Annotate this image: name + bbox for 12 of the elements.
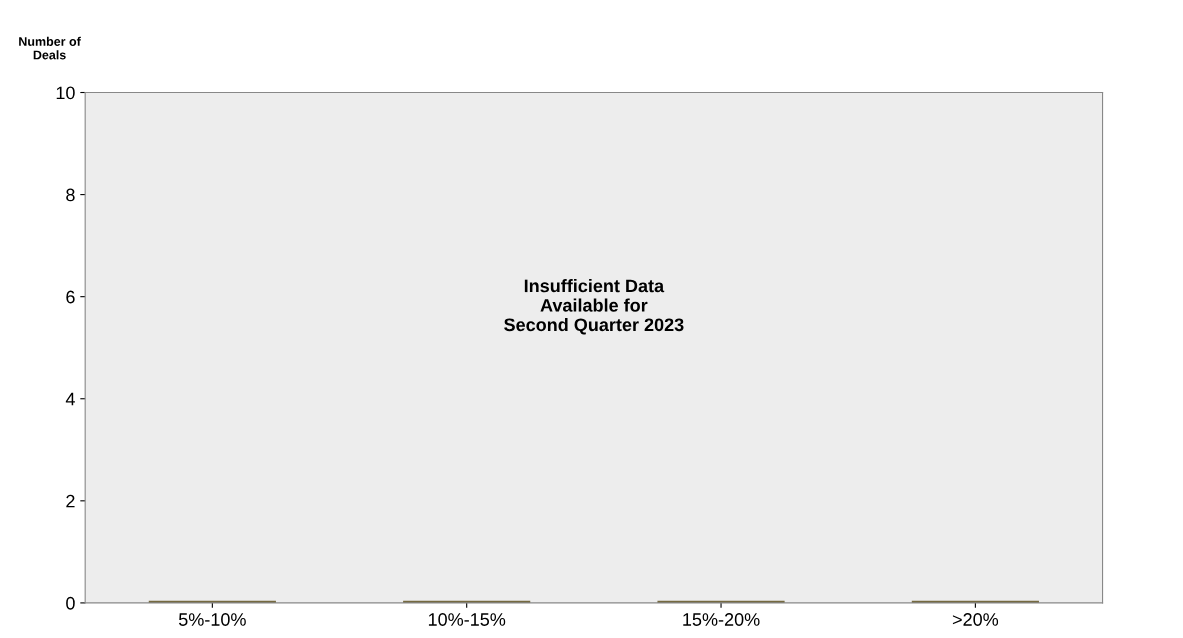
x-tick-label: 5%-10% bbox=[178, 613, 246, 626]
x-tick-label: 10%-15% bbox=[428, 613, 506, 626]
y-tick-label: 2 bbox=[66, 494, 75, 508]
annotation: Insufficient Data Available for Second Quarter 2023 bbox=[504, 279, 684, 335]
x-tick-label: >20% bbox=[952, 613, 999, 626]
y-tick-label: 4 bbox=[65, 392, 75, 406]
y-axis-title: Number of Deals bbox=[19, 36, 81, 60]
y-tick-label: 6 bbox=[66, 290, 75, 304]
y-tick-label: 8 bbox=[66, 188, 75, 202]
x-tick-label: 15%-20% bbox=[683, 613, 760, 626]
y-tick-label: 0 bbox=[66, 596, 75, 610]
y-tick-label: 10 bbox=[56, 86, 75, 100]
